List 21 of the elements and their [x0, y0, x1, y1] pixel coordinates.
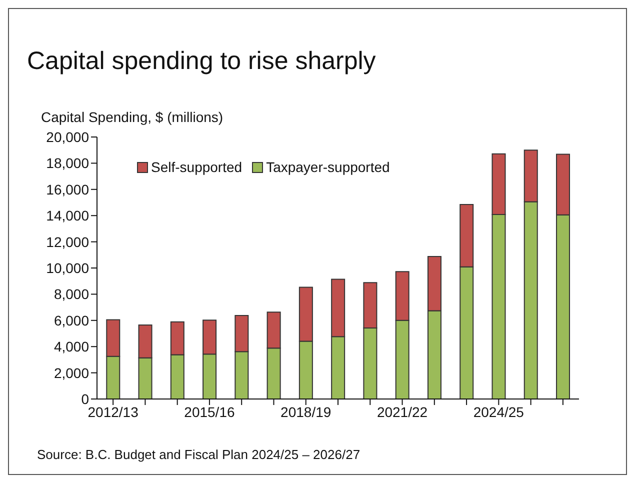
- x-tick-label: 2015/16: [184, 404, 235, 420]
- y-tick-label: 16,000: [46, 181, 90, 198]
- legend-label: Taxpayer-supported: [265, 159, 390, 175]
- y-tick-label: 18,000: [46, 155, 90, 172]
- source-note: Source: B.C. Budget and Fiscal Plan 2024/25 – 2026/27: [37, 447, 360, 462]
- y-axis-title: Capital Spending, $ (millions): [41, 109, 224, 125]
- x-tick-label: 2018/19: [280, 404, 332, 420]
- x-tick-label: 2012/13: [88, 404, 139, 420]
- y-tick-label: 6,000: [54, 312, 90, 328]
- y-tick-label: 20,000: [46, 128, 90, 145]
- y-tick-label: 14,000: [46, 208, 90, 224]
- legend-label: Self-supported: [150, 159, 242, 175]
- x-tick-label: 2024/25: [473, 404, 524, 420]
- x-tick-label: 2021/22: [376, 404, 428, 420]
- y-tick-label: 8,000: [54, 286, 90, 302]
- y-tick-label: 10,000: [46, 260, 90, 276]
- y-tick-label: 12,000: [46, 234, 90, 250]
- y-tick-label: 2,000: [54, 364, 90, 381]
- chart-title: Capital spending to rise sharply: [27, 47, 376, 76]
- y-tick-label: 0: [81, 390, 90, 407]
- y-tick-label: 4,000: [54, 338, 90, 355]
